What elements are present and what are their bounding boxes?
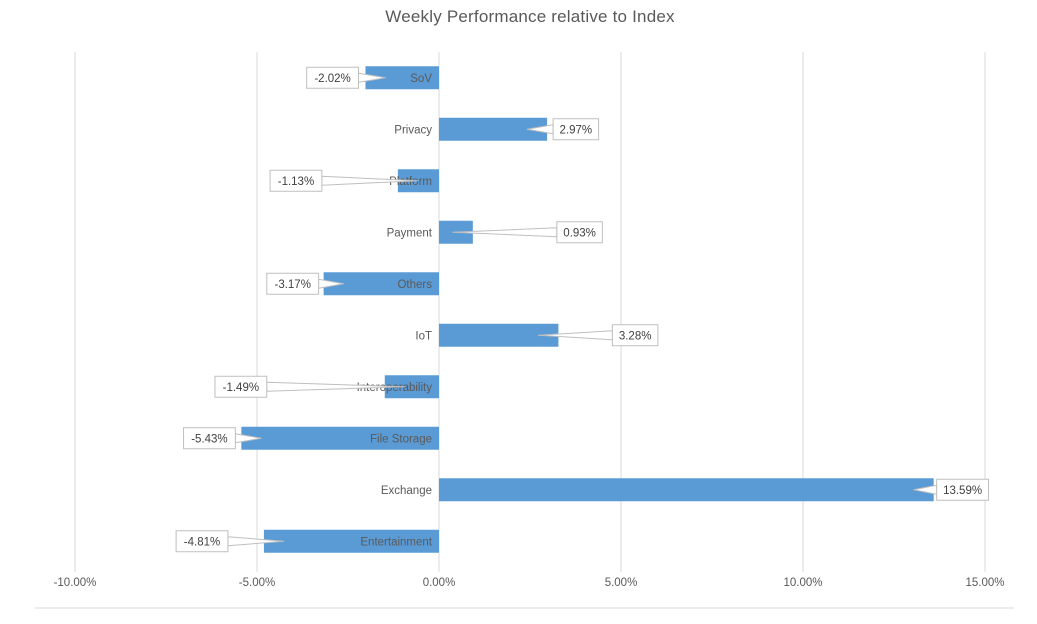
data-callout-value: 0.93% — [563, 227, 596, 239]
bar — [241, 426, 439, 450]
bar — [384, 375, 439, 399]
data-callout-value: -4.81% — [184, 536, 220, 548]
data-callout-value: 13.59% — [943, 485, 982, 497]
data-callout-box — [556, 221, 603, 244]
data-callout-box — [266, 272, 320, 295]
data-callout-value: -1.13% — [278, 176, 314, 188]
bar — [439, 478, 934, 502]
category-label: Payment — [387, 227, 433, 239]
bar — [323, 272, 439, 296]
category-label: Exchange — [381, 485, 432, 497]
category-label: Others — [397, 279, 432, 291]
category-label: IoT — [415, 330, 432, 342]
data-callout-box — [611, 324, 659, 347]
data-callout-box — [175, 530, 229, 553]
bar — [263, 529, 439, 553]
chart-title: Weekly Performance relative to Index — [385, 7, 675, 26]
x-axis-tick-label: 10.00% — [783, 577, 822, 589]
x-axis-tick-label: 15.00% — [965, 577, 1004, 589]
data-callout-value: -3.17% — [274, 279, 310, 291]
category-label: Platform — [389, 176, 432, 188]
bar — [439, 323, 559, 347]
x-axis-tick-label: -10.00% — [54, 577, 97, 589]
data-callout-box — [552, 118, 600, 141]
category-label: Privacy — [394, 124, 432, 136]
x-axis-tick-label: -5.00% — [239, 577, 275, 589]
bar — [439, 117, 548, 141]
data-callout-box — [269, 169, 323, 192]
category-label: SoV — [410, 73, 432, 85]
category-label: File Storage — [370, 433, 432, 445]
bar — [397, 169, 439, 193]
data-callout-box — [306, 66, 359, 89]
bar — [365, 66, 439, 90]
data-callout-value: 2.97% — [560, 124, 593, 136]
data-callout-value: 3.28% — [619, 330, 652, 342]
data-callout-value: -2.02% — [314, 73, 350, 85]
data-callout-value: -1.49% — [223, 382, 259, 394]
category-label: Entertainment — [360, 536, 432, 548]
data-callout-box — [183, 427, 236, 450]
x-axis-tick-label: 5.00% — [605, 577, 638, 589]
data-callout-box — [214, 375, 268, 398]
data-callout-box — [936, 478, 989, 501]
x-axis-tick-label: 0.00% — [423, 577, 456, 589]
category-label: Interoperability — [357, 382, 433, 394]
data-callout-value: -5.43% — [191, 433, 227, 445]
